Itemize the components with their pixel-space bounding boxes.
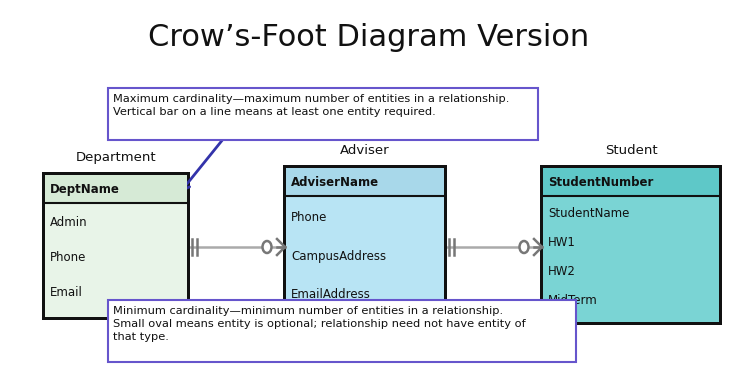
- Ellipse shape: [520, 241, 528, 253]
- Bar: [540, 165, 722, 325]
- Ellipse shape: [262, 241, 271, 253]
- Text: HW1: HW1: [548, 236, 576, 249]
- Bar: [42, 172, 190, 320]
- Text: MidTerm: MidTerm: [548, 294, 598, 307]
- Bar: [108, 88, 538, 140]
- Text: Adviser: Adviser: [340, 144, 389, 157]
- Text: HW2: HW2: [548, 265, 576, 278]
- Text: Maximum cardinality—maximum number of entities in a relationship.
Vertical bar o: Maximum cardinality—maximum number of en…: [113, 94, 509, 117]
- Bar: [543, 168, 719, 196]
- Text: StudentNumber: StudentNumber: [548, 175, 653, 188]
- Bar: [108, 300, 576, 362]
- Bar: [543, 196, 719, 322]
- Text: Phone: Phone: [50, 251, 86, 264]
- Text: Crow’s-Foot Diagram Version: Crow’s-Foot Diagram Version: [149, 23, 590, 53]
- Text: Admin: Admin: [50, 216, 88, 229]
- Text: StudentName: StudentName: [548, 207, 630, 220]
- Text: DeptName: DeptName: [50, 183, 120, 196]
- Text: AdviserName: AdviserName: [291, 175, 379, 188]
- Text: Phone: Phone: [291, 211, 327, 224]
- Bar: [45, 175, 187, 203]
- Text: EmailAddress: EmailAddress: [291, 288, 371, 301]
- Text: Department: Department: [75, 151, 157, 164]
- Bar: [286, 168, 444, 196]
- Bar: [283, 165, 447, 325]
- Text: Email: Email: [50, 286, 83, 299]
- Bar: [286, 196, 444, 322]
- Text: Student: Student: [605, 144, 657, 157]
- Bar: [45, 203, 187, 317]
- Text: CampusAddress: CampusAddress: [291, 250, 386, 263]
- Text: Minimum cardinality—minimum number of entities in a relationship.
Small oval mea: Minimum cardinality—minimum number of en…: [113, 306, 525, 342]
